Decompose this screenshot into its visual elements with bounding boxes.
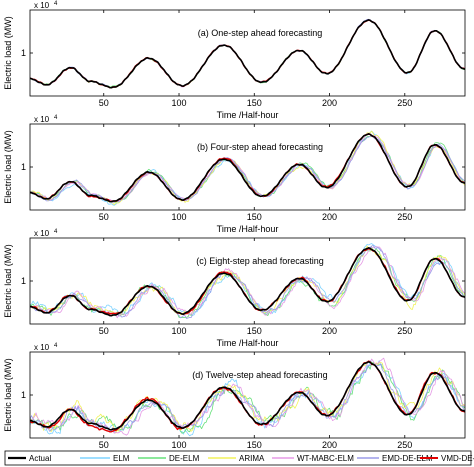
- x-tick-label: 250: [397, 440, 412, 450]
- x-tick-label: 50: [99, 98, 109, 108]
- x-tick-label: 50: [99, 212, 109, 222]
- panel-a: 50 100 150 200 250 1 x 10 4 (a) One-step ahead f…: [3, 1, 466, 120]
- series-emd-de-elm-line: [30, 135, 465, 203]
- y-axis-label: Electric load (MW): [3, 244, 13, 318]
- exponent-power: 4: [54, 229, 58, 235]
- legend-item-de-elm: DE-ELM: [138, 454, 200, 463]
- y-tick-label: 1: [21, 162, 26, 172]
- panel-title: (b) Four-step ahead forecasting: [197, 142, 323, 152]
- series-actual-line: [30, 361, 465, 431]
- series-elm-line: [30, 243, 465, 316]
- x-tick-label: 150: [247, 440, 262, 450]
- panel-c: 50 100 150 200 250 1 x 10 4 (c) Eight-step ahead…: [3, 229, 466, 348]
- y-axis-label: Electric load (MW): [3, 130, 13, 204]
- x-tick-label: 150: [247, 212, 262, 222]
- legend-item-vmd-de-elm: VMD-DE-ELM: [420, 454, 474, 463]
- x-tick-label: 250: [397, 98, 412, 108]
- x-axis-label: Time /Half-hour: [217, 224, 279, 234]
- plot-frame: [29, 237, 466, 325]
- y-tick-label: 1: [21, 276, 26, 286]
- x-axis-label: Time /Half-hour: [217, 338, 279, 348]
- series-arima-line: [30, 360, 465, 434]
- series-actual-line: [30, 247, 465, 317]
- x-tick-label: 100: [171, 98, 186, 108]
- x-tick-label: 250: [397, 212, 412, 222]
- x-tick-label: 200: [322, 212, 337, 222]
- x-tick-label: 200: [322, 98, 337, 108]
- y-axis-label: Electric load (MW): [3, 16, 13, 90]
- exponent-power: 4: [54, 343, 58, 349]
- legend-label: VMD-DE-ELM: [441, 454, 474, 463]
- x-tick-label: 150: [247, 326, 262, 336]
- exponent-power: 4: [54, 115, 58, 121]
- x-tick-label: 150: [247, 98, 262, 108]
- x-tick-label: 200: [322, 440, 337, 450]
- legend-label: WT-MABC-ELM: [297, 454, 354, 463]
- legend-item-wt-mabc-elm: WT-MABC-ELM: [272, 454, 354, 463]
- panel-title: (a) One-step ahead forecasting: [198, 28, 323, 38]
- exponent-label: x 10: [34, 1, 50, 10]
- x-tick-label: 250: [397, 326, 412, 336]
- x-tick-label: 100: [171, 440, 186, 450]
- y-tick-label: 1: [21, 48, 26, 58]
- x-tick-label: 200: [322, 326, 337, 336]
- x-tick-label: 50: [99, 326, 109, 336]
- legend-box: [4, 450, 472, 466]
- legend-item-actual: Actual: [8, 454, 51, 463]
- series-wt-mabc-elm-line: [30, 357, 465, 436]
- x-tick-label: 100: [171, 326, 186, 336]
- legend-label: EMD-DE-ELM: [382, 454, 433, 463]
- x-axis-label: Time /Half-hour: [217, 110, 279, 120]
- panel-title: (c) Eight-step ahead forecasting: [196, 256, 324, 266]
- x-tick-label: 50: [99, 440, 109, 450]
- exponent-label: x 10: [34, 343, 50, 352]
- y-axis-label: Electric load (MW): [3, 358, 13, 432]
- panel-d: 50 100 150 200 250 1 x 10 4 (d) Twelve-step ahea…: [3, 343, 466, 462]
- legend-label: ELM: [113, 454, 130, 463]
- legend-item-elm: ELM: [80, 454, 130, 463]
- legend-item-arima: ARIMA: [208, 454, 265, 463]
- series-actual-line: [30, 19, 465, 89]
- legend-label: DE-ELM: [169, 454, 200, 463]
- series-actual-line: [30, 133, 465, 203]
- legend-label: ARIMA: [239, 454, 265, 463]
- exponent-power: 4: [54, 1, 58, 7]
- exponent-label: x 10: [34, 115, 50, 124]
- legend-item-emd-de-elm: EMD-DE-ELM: [357, 454, 433, 463]
- legend: Actual ELM DE-ELM ARIMA WT-MABC-ELM EMD-DE-EL…: [4, 450, 474, 466]
- exponent-label: x 10: [34, 229, 50, 238]
- x-tick-label: 100: [171, 212, 186, 222]
- panel-b: 50 100 150 200 250 1 x 10 4 (b) Four-step ahead …: [3, 115, 466, 234]
- plot-frame: [29, 9, 466, 97]
- legend-label: Actual: [29, 454, 51, 463]
- panel-title: (d) Twelve-step ahead forecasting: [192, 370, 327, 380]
- y-tick-label: 1: [21, 390, 26, 400]
